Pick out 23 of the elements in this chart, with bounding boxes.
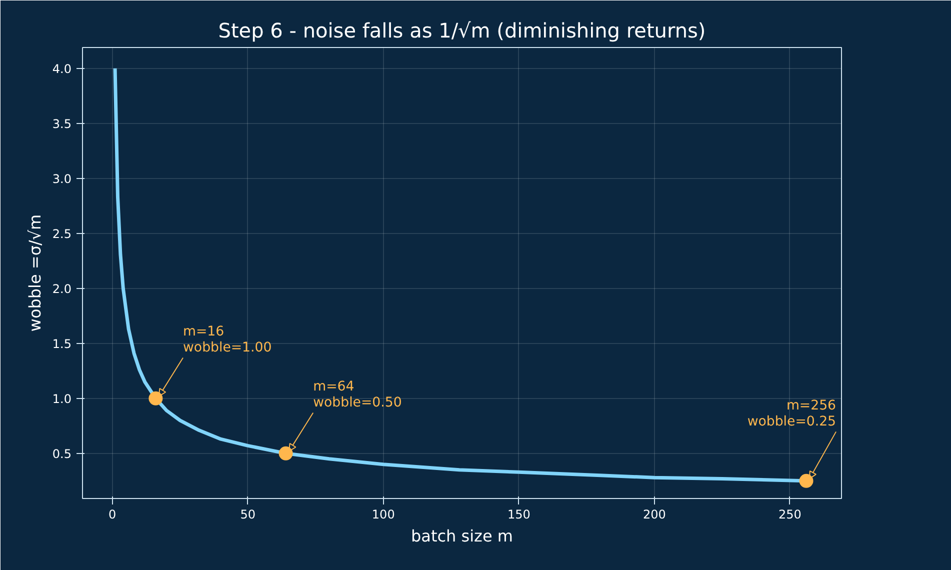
- point: [278, 446, 293, 460]
- y-tick-label: 3.0: [52, 172, 72, 186]
- y-axis-title: wobble =σ/√m: [25, 214, 44, 332]
- x-axis-title: batch size m: [411, 526, 513, 546]
- x-tick-label: 50: [240, 508, 256, 522]
- x-tick-label: 150: [507, 508, 530, 522]
- annotation: m=256 wobble=0.25: [747, 398, 836, 430]
- y-tick-label: 0.5: [52, 446, 72, 461]
- y-tick-label: 4.0: [52, 62, 72, 76]
- point: [799, 474, 814, 488]
- chart-title: Step 6 - noise falls as 1/√m (diminishing returns): [218, 18, 706, 42]
- x-tick-label: 250: [778, 508, 802, 522]
- annotation: m=16 wobble=1.00: [183, 324, 272, 356]
- annotation: m=64 wobble=0.50: [313, 380, 402, 411]
- x-tick-label: 0: [108, 508, 116, 522]
- y-tick-label: 2.5: [52, 226, 72, 241]
- x-tick-label: 100: [372, 508, 395, 522]
- y-tick-label: 1.0: [52, 392, 72, 406]
- x-tick-label: 200: [643, 508, 666, 522]
- point: [148, 391, 163, 406]
- y-tick-label: 1.5: [52, 336, 72, 351]
- y-tick-label: 3.5: [52, 116, 72, 131]
- y-tick-label: 2.0: [52, 282, 72, 296]
